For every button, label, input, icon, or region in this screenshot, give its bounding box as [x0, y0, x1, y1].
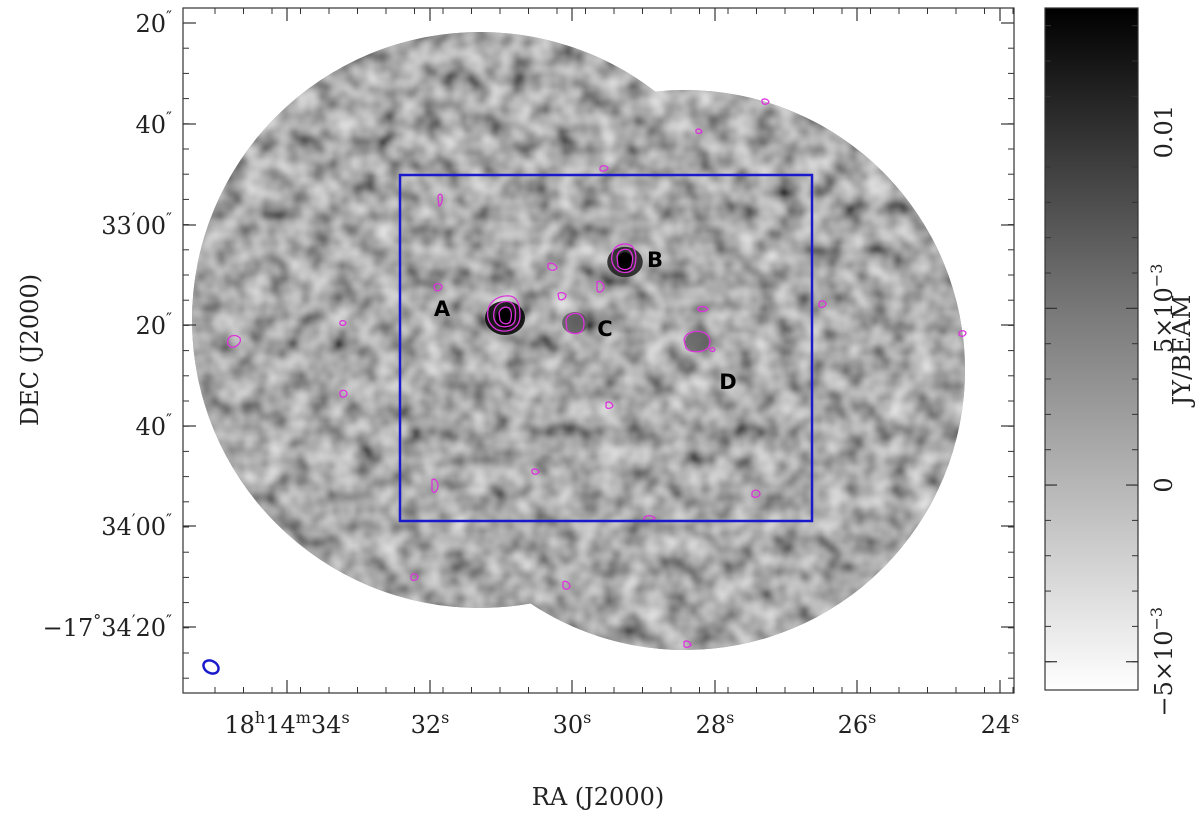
noise-contour: [709, 346, 716, 353]
source-a-contour-outer: [486, 295, 521, 332]
noise-contour: [596, 280, 605, 293]
y-tick-label: 40″: [135, 410, 172, 441]
map-image: [192, 32, 967, 650]
noise-contour: [547, 262, 558, 271]
colorbar-label: JY/BEAM: [1168, 295, 1196, 409]
colorbar: 0.01 5×10−3 0 −5×10−3 JY/BEAM: [1044, 7, 1196, 717]
noise-contour: [695, 128, 703, 135]
x-tick-label: 24s: [981, 708, 1020, 739]
noise-contour: [339, 389, 348, 398]
noise-contour: [437, 193, 443, 207]
y-tick-label: 40″: [135, 108, 172, 139]
noise-contour: [751, 489, 761, 498]
source-a-contour-inner: [498, 306, 513, 325]
noise-contour: [605, 401, 614, 410]
colorbar-tick-label: 5×10−3: [1147, 264, 1178, 354]
y-tick-label: 20″: [135, 309, 172, 340]
source-d-emission: [685, 331, 709, 353]
x-axis-label: RA (J2000): [532, 783, 664, 811]
noise-contour: [958, 330, 967, 337]
noise-contour: [818, 300, 827, 308]
colorbar-tick-label: 0.01: [1150, 105, 1178, 158]
x-tick-labels: 18h14m34s 32s 30s 28s 26s 24s: [224, 708, 1019, 739]
noise-contour: [531, 468, 540, 475]
y-axis-label: DEC (J2000): [16, 274, 44, 426]
source-labels: A B C D: [434, 248, 737, 394]
colorbar-tick-label: 0: [1150, 477, 1178, 492]
source-b-contour-inner: [616, 248, 634, 271]
x-tick-label: 18h14m34s: [224, 708, 349, 739]
source-label-d: D: [719, 370, 736, 394]
noise-contour: [339, 319, 347, 327]
noise-contour: [562, 580, 571, 590]
source-b-core: [617, 252, 633, 272]
source-d-contour: [683, 330, 711, 353]
source-label-c: C: [597, 317, 612, 341]
axis-ticks: [183, 8, 1014, 693]
colorbar-ticks: [1045, 25, 1138, 663]
source-a-contour-mid: [493, 300, 517, 328]
noise-contour: [431, 478, 439, 493]
colorbar-tick-labels: 0.01 5×10−3 0 −5×10−3: [1147, 105, 1178, 717]
region-box: [398, 173, 814, 523]
beam-ellipse: [202, 659, 220, 675]
x-tick-label: 32s: [411, 708, 450, 739]
y-tick-label: 20″: [135, 7, 172, 38]
x-tick-label: 30s: [553, 708, 592, 739]
colorbar-gradient: [1044, 7, 1139, 691]
y-tick-label: 34′00″: [101, 510, 172, 541]
source-label-a: A: [434, 297, 451, 321]
colorbar-tick-label: −5×10−3: [1147, 607, 1178, 717]
noise-contour: [410, 573, 419, 581]
noise-contour: [433, 283, 443, 292]
y-tick-label: −17°34′20″: [43, 611, 172, 642]
y-tick-label: 33′00″: [101, 209, 172, 240]
source-a-core: [496, 307, 514, 329]
x-tick-label: 26s: [838, 708, 877, 739]
source-c-emission: [562, 312, 588, 334]
noise-contour: [761, 98, 770, 105]
source-b-contour-outer: [610, 243, 637, 274]
noise-contour: [599, 165, 609, 172]
x-tick-label: 28s: [696, 708, 735, 739]
source-c-contour: [565, 312, 585, 335]
source-label-b: B: [647, 248, 663, 272]
noise-contour: [557, 291, 567, 301]
y-tick-labels: 20″ 40″ 33′00″ 20″ 40″ 34′00″ −17°34′20″: [43, 7, 172, 642]
noise-contour: [697, 305, 709, 313]
noise-contour: [226, 334, 242, 348]
noise-contour: [683, 640, 692, 649]
